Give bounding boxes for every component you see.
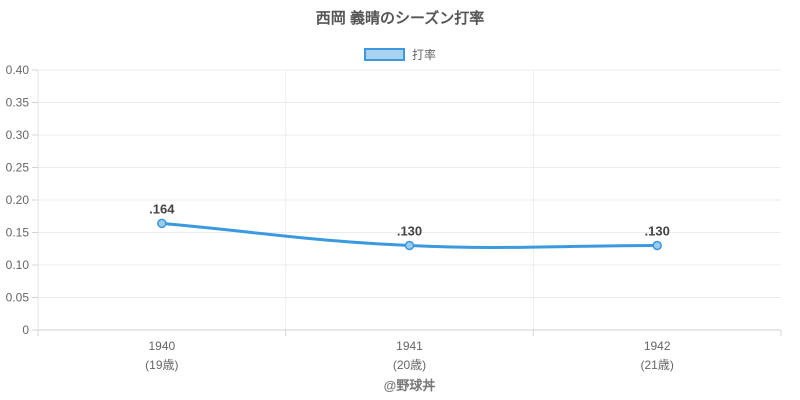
chart-title: 西岡 義晴のシーズン打率 — [315, 10, 485, 27]
legend-item[interactable]: 打率 — [0, 46, 800, 62]
x-tick-label-age: (20歳) — [393, 358, 426, 372]
x-tick-label-year: 1940 — [148, 339, 175, 353]
data-point-label: .130 — [397, 224, 422, 239]
y-tick-label: 0.20 — [6, 193, 30, 207]
x-tick-label-age: (19歳) — [145, 358, 178, 372]
x-tick-label-year: 1942 — [644, 339, 671, 353]
y-tick-label: 0 — [22, 323, 29, 337]
x-tick-label-age: (21歳) — [640, 358, 673, 372]
y-tick-label: 0.25 — [6, 161, 30, 175]
y-tick-label: 0.05 — [6, 291, 30, 305]
data-point[interactable] — [404, 240, 415, 251]
data-point[interactable] — [652, 240, 662, 251]
legend-swatch — [363, 47, 405, 61]
y-tick-label: 0.40 — [6, 63, 30, 77]
data-point-label: .164 — [149, 201, 175, 216]
footer-credit: @野球丼 — [383, 378, 436, 393]
legend-label: 打率 — [411, 47, 436, 62]
data-point-label: .130 — [645, 224, 670, 239]
x-tick-label-year: 1941 — [396, 339, 423, 353]
y-tick-label: 0.15 — [6, 226, 30, 240]
data-point[interactable] — [157, 218, 167, 229]
y-tick-label: 0.30 — [6, 128, 30, 142]
y-tick-label: 0.35 — [6, 96, 30, 110]
y-tick-label: 0.10 — [6, 258, 30, 272]
